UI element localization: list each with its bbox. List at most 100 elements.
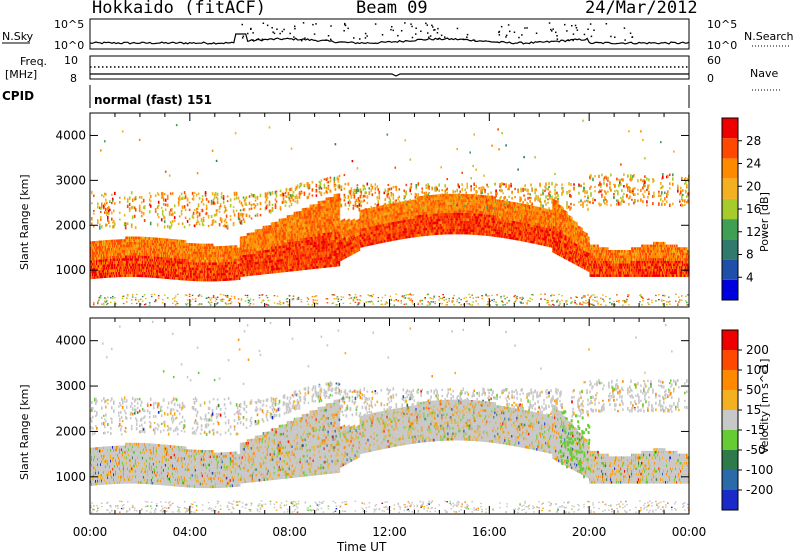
echo-cell	[192, 192, 194, 195]
echo-cell	[327, 302, 329, 303]
echo-cell	[114, 297, 116, 298]
nsearch-dot	[262, 39, 264, 41]
echo-cell	[229, 300, 231, 301]
echo-cell	[198, 193, 200, 195]
echo-cell	[227, 297, 229, 298]
nsearch-dot	[506, 35, 508, 37]
cpid-label: CPID	[2, 89, 34, 103]
echo-cell	[330, 180, 332, 183]
echo-cell	[165, 199, 167, 202]
nsearch-dot	[328, 35, 330, 37]
echo-cell	[97, 203, 99, 206]
echo-cell	[293, 195, 295, 197]
echo-cell	[304, 184, 306, 187]
echo-cell	[187, 303, 189, 304]
echo-cell	[327, 191, 329, 193]
echo-cell	[199, 223, 201, 225]
echo-cell	[151, 296, 153, 297]
echo-cell	[312, 181, 314, 184]
power-panel: 1000200030004000 Slant Range [km]	[18, 113, 690, 307]
echo-cell	[217, 193, 219, 196]
echo-cell	[211, 302, 213, 303]
echo-cell	[223, 195, 225, 197]
nsearch-dot	[576, 27, 578, 29]
echo-cell	[125, 222, 127, 224]
echo-cell	[275, 198, 277, 200]
echo-cell	[162, 302, 164, 303]
echo-cell	[113, 220, 115, 223]
echo-cell	[189, 209, 191, 211]
nsearch-dot	[279, 33, 281, 35]
echo-cell	[301, 299, 303, 300]
echo-cell	[244, 220, 246, 223]
echo-cell	[287, 298, 289, 299]
echo-cell	[216, 160, 218, 162]
echo-cell	[297, 184, 299, 188]
echo-cell	[135, 208, 137, 212]
freq-tick-top: 10	[64, 54, 78, 67]
echo-cell	[144, 208, 146, 210]
echo-cell	[227, 295, 229, 296]
echo-cell	[230, 198, 232, 201]
echo-cell	[93, 302, 95, 303]
echo-cell	[234, 296, 236, 297]
freq-unit: [MHz]	[5, 68, 37, 81]
echo-cell	[131, 191, 133, 194]
echo-cell	[91, 202, 93, 204]
echo-cell	[97, 206, 99, 209]
echo-cell	[139, 196, 141, 198]
nsearch-dot	[434, 29, 436, 31]
echo-cell	[291, 203, 293, 206]
echo-cell	[114, 202, 116, 204]
echo-cell	[236, 196, 238, 199]
nsearch-dot	[404, 22, 406, 24]
nsearch-dot	[301, 40, 303, 42]
echo-cell	[209, 303, 211, 304]
echo-cell	[215, 193, 217, 196]
echo-cell	[280, 304, 282, 305]
echo-cell	[165, 171, 167, 173]
echo-cell	[206, 198, 208, 201]
echo-cell	[100, 297, 102, 298]
echo-cell	[241, 202, 243, 205]
nsearch-dot	[614, 37, 616, 39]
echo-cell	[242, 205, 244, 207]
echo-cell	[266, 295, 268, 296]
nsearch-dot	[347, 28, 349, 30]
echo-cell	[223, 294, 225, 295]
echo-cell	[298, 297, 300, 298]
echo-cell	[181, 210, 183, 213]
echo-cell	[312, 304, 314, 305]
echo-cell	[189, 218, 191, 220]
echo-cell	[220, 203, 222, 205]
echo-cell	[316, 190, 318, 193]
echo-cell	[91, 217, 93, 221]
echo-cell	[249, 195, 251, 198]
nsearch-dot	[303, 22, 305, 24]
echo-cell	[285, 205, 287, 207]
echo-cell	[328, 185, 330, 187]
nsearch-dot	[427, 32, 429, 34]
echo-cell	[100, 295, 102, 296]
echo-cell	[304, 192, 306, 194]
echo-cell	[215, 220, 217, 223]
echo-cell	[172, 303, 174, 304]
echo-cell	[330, 177, 332, 179]
echo-cell	[255, 197, 257, 199]
echo-cell	[201, 296, 203, 297]
echo-cell	[272, 191, 274, 195]
echo-cell	[177, 303, 179, 304]
echo-cell	[105, 199, 107, 202]
nsearch-dot	[314, 33, 316, 35]
echo-cell	[208, 215, 210, 217]
echo-cell	[112, 200, 114, 202]
nsearch-dot	[375, 23, 377, 25]
nsearch-dot	[463, 39, 465, 41]
nsearch-dot	[590, 23, 592, 25]
echo-cell	[194, 209, 196, 211]
echo-cell	[257, 198, 259, 200]
echo-cell	[179, 216, 181, 218]
echo-cell	[259, 295, 261, 296]
echo-cell	[231, 302, 233, 303]
nsearch-dot	[325, 39, 327, 41]
